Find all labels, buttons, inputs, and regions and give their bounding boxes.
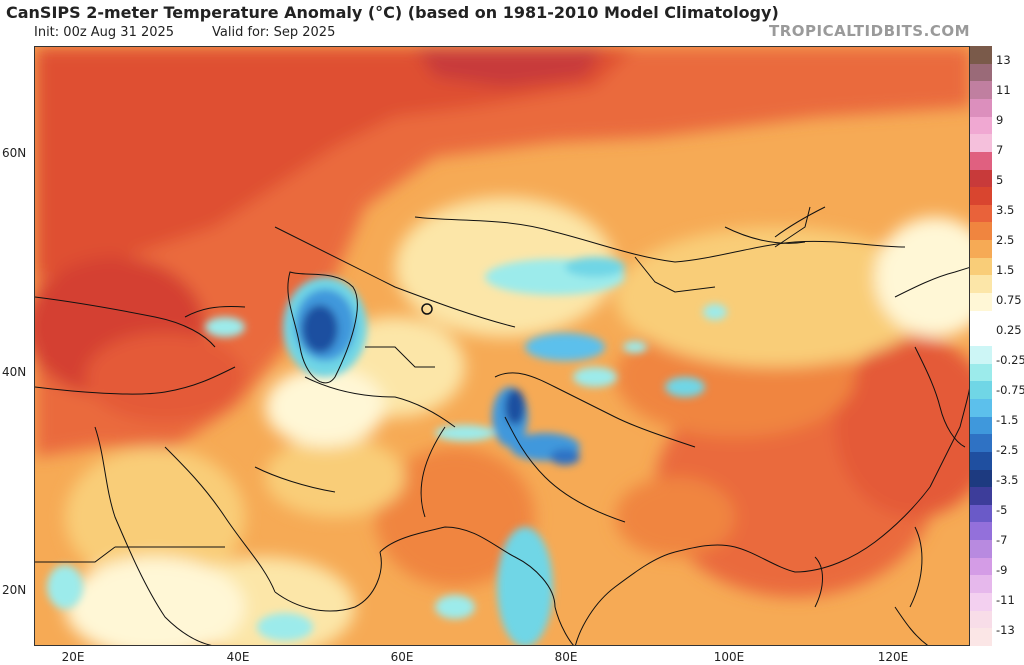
colorbar-swatch [970, 81, 992, 100]
colorbar-label: -0.25 [996, 353, 1024, 367]
colorbar-swatch [970, 593, 992, 612]
map-title: CanSIPS 2-meter Temperature Anomaly (°C)… [6, 3, 779, 22]
colorbar-swatch [970, 469, 992, 488]
colorbar-swatch [970, 522, 992, 541]
colorbar-swatch [970, 293, 992, 312]
colorbar-swatch [970, 116, 992, 135]
cool-anomaly-regions [47, 257, 727, 645]
colorbar-swatch [970, 46, 992, 65]
colorbar-swatch [970, 98, 992, 118]
colorbar-label: -5 [996, 503, 1008, 517]
colorbar-label: 0.75 [996, 293, 1022, 307]
colorbar-label: 0.25 [996, 323, 1022, 337]
lat-label-60n: 60N [2, 146, 27, 160]
colorbar-swatch [970, 240, 992, 259]
colorbar-label: 7 [996, 143, 1004, 157]
colorbar-swatch [970, 328, 992, 347]
colorbar-label: -2.5 [996, 443, 1019, 457]
colorbar-swatch [970, 204, 992, 223]
colorbar-swatch [970, 222, 992, 241]
colorbar-swatch [970, 575, 992, 594]
colorbar-swatch [970, 134, 992, 153]
colorbar-label: 11 [996, 83, 1011, 97]
colorbar-swatch [970, 275, 992, 294]
colorbar-swatch [970, 310, 992, 329]
colorbar-swatch [970, 63, 992, 82]
coastlines-borders [35, 206, 969, 645]
init-time: Init: 00z Aug 31 2025 [34, 25, 175, 40]
colorbar-swatch [970, 557, 992, 576]
colorbar [970, 46, 992, 647]
lon-label-40e: 40E [226, 650, 250, 664]
valid-time: Valid for: Sep 2025 [212, 25, 336, 40]
colorbar-label: 1.5 [996, 263, 1015, 277]
colorbar-label: 2.5 [996, 233, 1015, 247]
lat-label-40n: 40N [2, 365, 27, 379]
colorbar-label: -0.75 [996, 383, 1024, 397]
lon-label-20e: 20E [61, 650, 85, 664]
colorbar-label: -3.5 [996, 473, 1019, 487]
colorbar-label: 3.5 [996, 203, 1015, 217]
colorbar-swatch [970, 610, 992, 629]
lon-label-80e: 80E [554, 650, 578, 664]
lon-label-60e: 60E [390, 650, 414, 664]
colorbar-swatch [970, 628, 992, 647]
colorbar-label: 5 [996, 173, 1004, 187]
colorbar-swatch [970, 540, 992, 559]
colorbar-swatch [970, 363, 992, 382]
colorbar-swatch [970, 451, 992, 471]
colorbar-label: 13 [996, 53, 1011, 67]
colorbar-label: -7 [996, 533, 1008, 547]
colorbar-swatch [970, 504, 992, 523]
colorbar-label: -9 [996, 563, 1008, 577]
colorbar-swatch [970, 487, 992, 506]
colorbar-swatch [970, 257, 992, 276]
colorbar-swatch [970, 381, 992, 400]
site-brand[interactable]: TROPICALTIDBITS.COM [769, 22, 970, 40]
lon-label-100e: 100E [713, 650, 745, 664]
lake-marker [421, 303, 433, 315]
colorbar-label: 9 [996, 113, 1004, 127]
colorbar-label: -11 [996, 593, 1015, 607]
anomaly-map [34, 46, 970, 646]
colorbar-swatch [970, 434, 992, 453]
map-canvas [35, 47, 969, 645]
colorbar-swatch [970, 151, 992, 171]
lat-label-20n: 20N [2, 583, 27, 597]
colorbar-swatch [970, 398, 992, 418]
colorbar-label: -1.5 [996, 413, 1019, 427]
lon-label-120e: 120E [877, 650, 909, 664]
colorbar-swatch [970, 346, 992, 365]
colorbar-swatch [970, 416, 992, 435]
colorbar-label: -13 [996, 623, 1015, 637]
lake-baikal [774, 206, 811, 248]
colorbar-swatch [970, 187, 992, 206]
colorbar-swatch [970, 169, 992, 188]
